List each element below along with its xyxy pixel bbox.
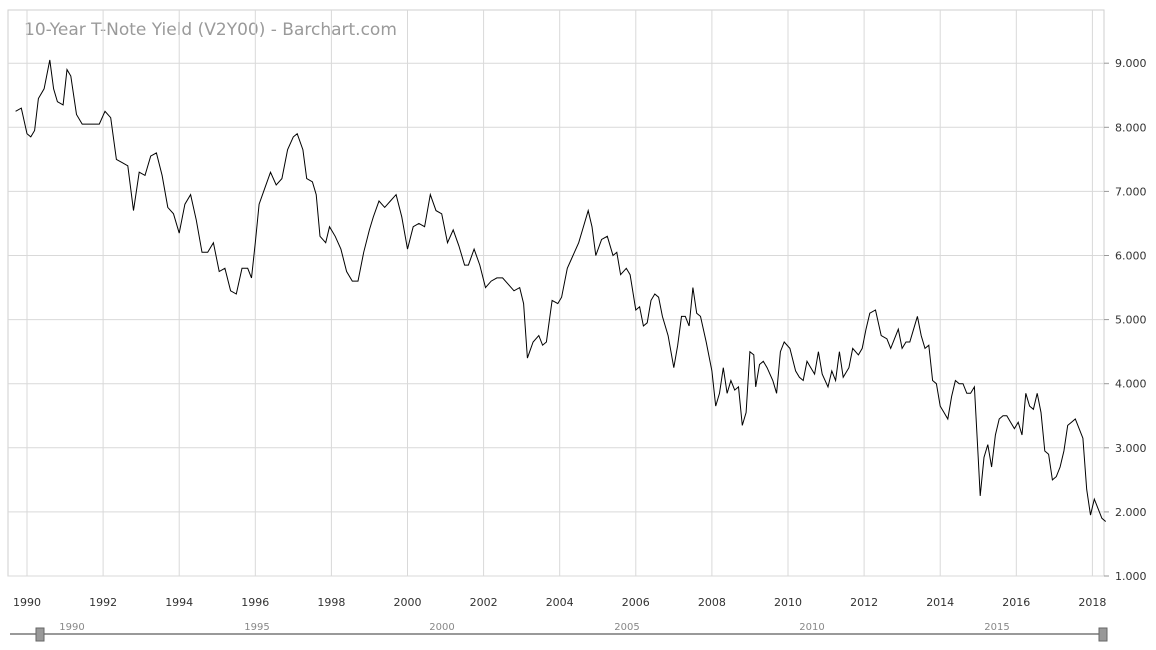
x-tick-label: 1998 — [317, 596, 345, 609]
y-tick-label: 5.000 — [1115, 314, 1147, 327]
plot-frame — [7, 9, 1105, 577]
x-tick-label: 1996 — [241, 596, 269, 609]
navigator-handle-left[interactable] — [35, 627, 45, 642]
x-tick-label: 2008 — [698, 596, 726, 609]
chart-title: 10-Year T-Note Yield (V2Y00) - Barchart.… — [24, 20, 397, 40]
yield-line — [15, 59, 1107, 522]
y-tick-label: 9.000 — [1115, 57, 1147, 70]
x-tick-label: 2012 — [850, 596, 878, 609]
time-navigator[interactable]: 1990 1995 2000 2005 2010 2015 — [10, 622, 1108, 642]
x-tick-label: 2004 — [546, 596, 574, 609]
navigator-tick-label: 2005 — [614, 622, 639, 633]
y-tick-label: 4.000 — [1115, 378, 1147, 391]
y-tick-label: 6.000 — [1115, 250, 1147, 263]
y-tick-label: 7.000 — [1115, 185, 1147, 198]
axis-layer: 1.000 2.000 3.000 4.000 5.000 6.000 7.000 8.000… — [13, 57, 1147, 609]
grid-layer — [7, 9, 1105, 577]
x-tick-label: 2010 — [774, 596, 802, 609]
x-tick-label: 2000 — [394, 596, 422, 609]
y-tick-label: 3.000 — [1115, 442, 1147, 455]
navigator-tick-label: 2015 — [984, 622, 1009, 633]
navigator-tick-label: 2000 — [429, 622, 454, 633]
y-tick-label: 2.000 — [1115, 506, 1147, 519]
x-tick-label: 2016 — [1002, 596, 1030, 609]
navigator-handle-right[interactable] — [1098, 627, 1108, 642]
navigator-tick-label: 1990 — [59, 622, 84, 633]
x-tick-label: 1990 — [13, 596, 41, 609]
y-tick-label: 8.000 — [1115, 121, 1147, 134]
x-tick-label: 2018 — [1078, 596, 1106, 609]
series-layer — [15, 59, 1107, 522]
y-tick-label: 1.000 — [1115, 570, 1147, 583]
x-tick-label: 1994 — [165, 596, 193, 609]
x-tick-label: 2002 — [470, 596, 498, 609]
x-tick-label: 1992 — [89, 596, 117, 609]
x-tick-label: 2006 — [622, 596, 650, 609]
x-tick-label: 2014 — [926, 596, 954, 609]
navigator-tick-label: 1995 — [244, 622, 269, 633]
navigator-tick-label: 2010 — [799, 622, 824, 633]
